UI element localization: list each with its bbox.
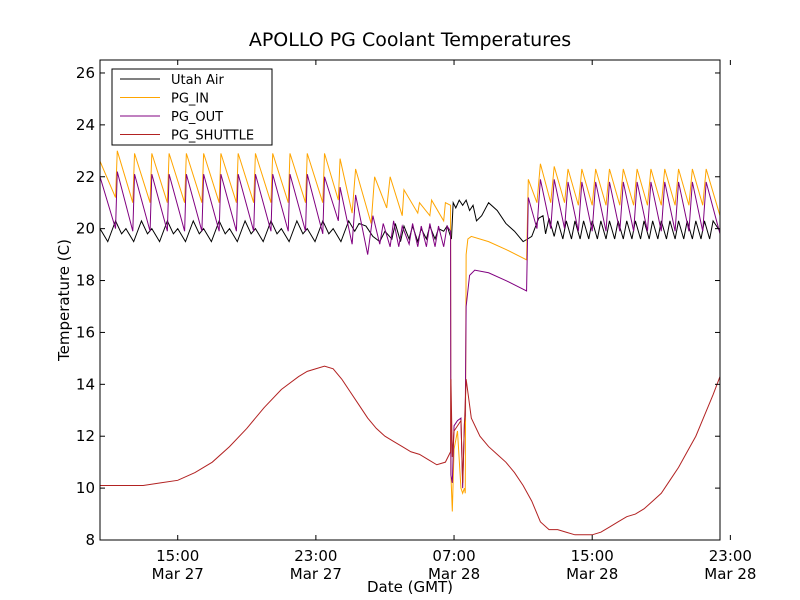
series-line-pg-shuttle xyxy=(100,365,720,536)
legend-label: PG_IN xyxy=(171,92,209,107)
x-tick-label-date: Mar 28 xyxy=(428,565,480,583)
x-tick-label-date: Mar 27 xyxy=(290,565,342,583)
legend-label: PG_SHUTTLE xyxy=(171,129,254,144)
legend-label: Utah Air xyxy=(171,73,224,88)
y-tick-label: 24 xyxy=(76,116,95,134)
y-tick-label: 14 xyxy=(76,375,95,393)
x-tick-label-time: 07:00 xyxy=(432,547,475,565)
y-tick-label: 12 xyxy=(76,427,95,445)
legend-box xyxy=(111,68,273,146)
x-tick-label-date: Mar 27 xyxy=(152,565,204,583)
series-layer xyxy=(100,150,720,536)
legend-label: PG_OUT xyxy=(171,110,223,125)
y-tick-label: 26 xyxy=(76,64,95,82)
y-axis: 8 10 12 14 16 18 20 22 24 26 xyxy=(76,64,720,549)
legend: Utah Air PG_IN PG_OUT PG_SHUTTLE xyxy=(111,68,273,146)
y-tick-label: 18 xyxy=(76,272,95,290)
x-tick-label-time: 15:00 xyxy=(156,547,199,565)
y-tick-label: 22 xyxy=(76,168,95,186)
y-tick-label: 20 xyxy=(76,220,95,238)
chart-title: APOLLO PG Coolant Temperatures xyxy=(249,29,571,51)
y-tick-label: 10 xyxy=(76,479,95,497)
x-tick-label-time: 23:00 xyxy=(709,547,752,565)
y-tick-label: 8 xyxy=(85,531,95,549)
series-line-pg-out xyxy=(100,171,720,489)
plot-frame xyxy=(99,59,721,541)
x-tick-label-time: 15:00 xyxy=(571,547,614,565)
x-tick-label-date: Mar 28 xyxy=(704,565,756,583)
x-tick-label-time: 23:00 xyxy=(294,547,337,565)
y-axis-label: Temperature (C) xyxy=(55,239,73,362)
x-axis-label: Date (GMT) xyxy=(367,578,453,596)
x-tick-label-date: Mar 28 xyxy=(566,565,618,583)
series-line-pg-in xyxy=(100,150,720,512)
y-tick-label: 16 xyxy=(76,323,95,341)
